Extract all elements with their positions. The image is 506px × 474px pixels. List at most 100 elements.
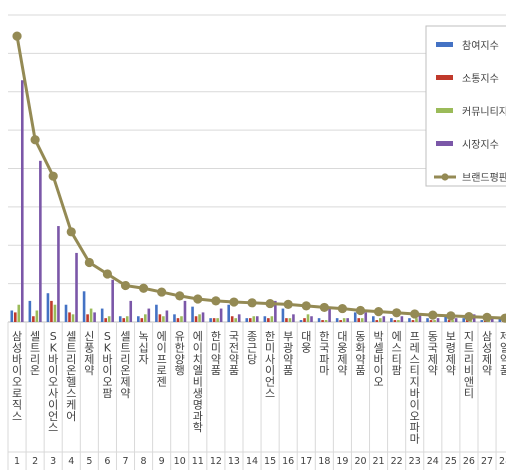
bar-시장지수-16 — [292, 314, 295, 322]
category-number-5: 5 — [86, 456, 92, 467]
bar-커뮤니티지수-7 — [126, 316, 129, 322]
bar-참여지수-1 — [10, 310, 13, 322]
bar-시장지수-18 — [328, 309, 331, 322]
bar-소통지수-2 — [32, 316, 35, 322]
category-number-17: 17 — [300, 456, 312, 467]
bar-소통지수-14 — [249, 318, 252, 322]
point-브랜드평판지수-21 — [374, 307, 383, 316]
bar-참여지수-24 — [426, 318, 429, 322]
legend-swatch-커뮤니티지수 — [436, 108, 453, 113]
legend-swatch-소통지수 — [436, 75, 453, 80]
bar-커뮤니티지수-21 — [379, 318, 382, 322]
bar-커뮤니티지수-13 — [234, 318, 237, 322]
bar-소통지수-3 — [50, 301, 53, 322]
bar-참여지수-21 — [372, 316, 375, 322]
bar-커뮤니티지수-15 — [271, 316, 274, 322]
bar-참여지수-2 — [29, 301, 32, 322]
bar-시장지수-7 — [129, 301, 132, 322]
category-number-16: 16 — [282, 456, 294, 467]
bar-소통지수-10 — [177, 318, 180, 322]
category-number-25: 25 — [445, 456, 457, 467]
bar-참여지수-9 — [155, 305, 158, 322]
bar-커뮤니티지수-10 — [180, 316, 183, 322]
category-number-19: 19 — [336, 456, 348, 467]
bar-커뮤니티지수-17 — [307, 314, 310, 322]
bar-시장지수-3 — [57, 226, 60, 322]
bar-시장지수-24 — [437, 318, 440, 322]
point-브랜드평판지수-14 — [247, 298, 256, 307]
bar-참여지수-6 — [101, 309, 104, 322]
bar-커뮤니티지수-3 — [54, 305, 57, 322]
bar-참여지수-14 — [245, 318, 248, 322]
bar-참여지수-15 — [264, 316, 267, 322]
bar-소통지수-18 — [321, 320, 324, 322]
bar-커뮤니티지수-23 — [415, 318, 418, 322]
category-number-11: 11 — [192, 456, 204, 467]
bar-소통지수-15 — [267, 318, 270, 322]
category-number-22: 22 — [391, 456, 403, 467]
point-브랜드평판지수-16 — [284, 300, 293, 309]
bar-커뮤니티지수-1 — [17, 305, 20, 322]
category-number-10: 10 — [174, 456, 186, 467]
bar-참여지수-20 — [354, 312, 357, 322]
bar-커뮤니티지수-2 — [36, 310, 39, 322]
bar-참여지수-12 — [209, 318, 212, 322]
point-브랜드평판지수-23 — [410, 309, 419, 318]
bar-참여지수-8 — [137, 316, 140, 322]
point-브랜드평판지수-22 — [392, 308, 401, 317]
category-number-18: 18 — [318, 456, 330, 467]
category-number-20: 20 — [354, 456, 366, 467]
bar-커뮤니티지수-16 — [289, 318, 292, 322]
bar-참여지수-4 — [65, 305, 68, 322]
bar-소통지수-9 — [159, 314, 162, 322]
point-브랜드평판지수-10 — [175, 291, 184, 300]
bar-시장지수-1 — [21, 80, 24, 322]
bar-시장지수-17 — [310, 316, 313, 322]
bar-소통지수-16 — [285, 318, 288, 322]
point-브랜드평판지수-17 — [302, 301, 311, 310]
legend-label-참여지수: 참여지수 — [462, 40, 499, 52]
point-브랜드평판지수-6 — [103, 269, 112, 278]
point-브랜드평판지수-8 — [139, 284, 148, 293]
bar-커뮤니티지수-11 — [198, 314, 201, 322]
point-브랜드평판지수-2 — [31, 135, 40, 144]
point-브랜드평판지수-1 — [12, 32, 21, 41]
bar-소통지수-23 — [412, 320, 415, 322]
bar-참여지수-11 — [191, 307, 194, 322]
legend-label-커뮤니티지수: 커뮤니티지수 — [462, 106, 506, 118]
legend-swatch-참여지수 — [436, 42, 453, 47]
category-number-13: 13 — [228, 456, 240, 467]
category-number-3: 3 — [50, 456, 56, 467]
category-number-7: 7 — [122, 456, 128, 467]
legend-swatch-시장지수 — [436, 141, 453, 146]
category-number-23: 23 — [409, 456, 421, 467]
category-number-1: 1 — [14, 456, 20, 467]
bar-시장지수-10 — [184, 301, 187, 322]
point-브랜드평판지수-12 — [211, 296, 220, 305]
legend-label-브랜드평판지수: 브랜드평판지수 — [462, 172, 506, 184]
bar-소통지수-4 — [68, 312, 71, 322]
bar-시장지수-6 — [111, 280, 114, 322]
bar-커뮤니티지수-9 — [162, 316, 165, 322]
bar-시장지수-5 — [93, 312, 96, 322]
